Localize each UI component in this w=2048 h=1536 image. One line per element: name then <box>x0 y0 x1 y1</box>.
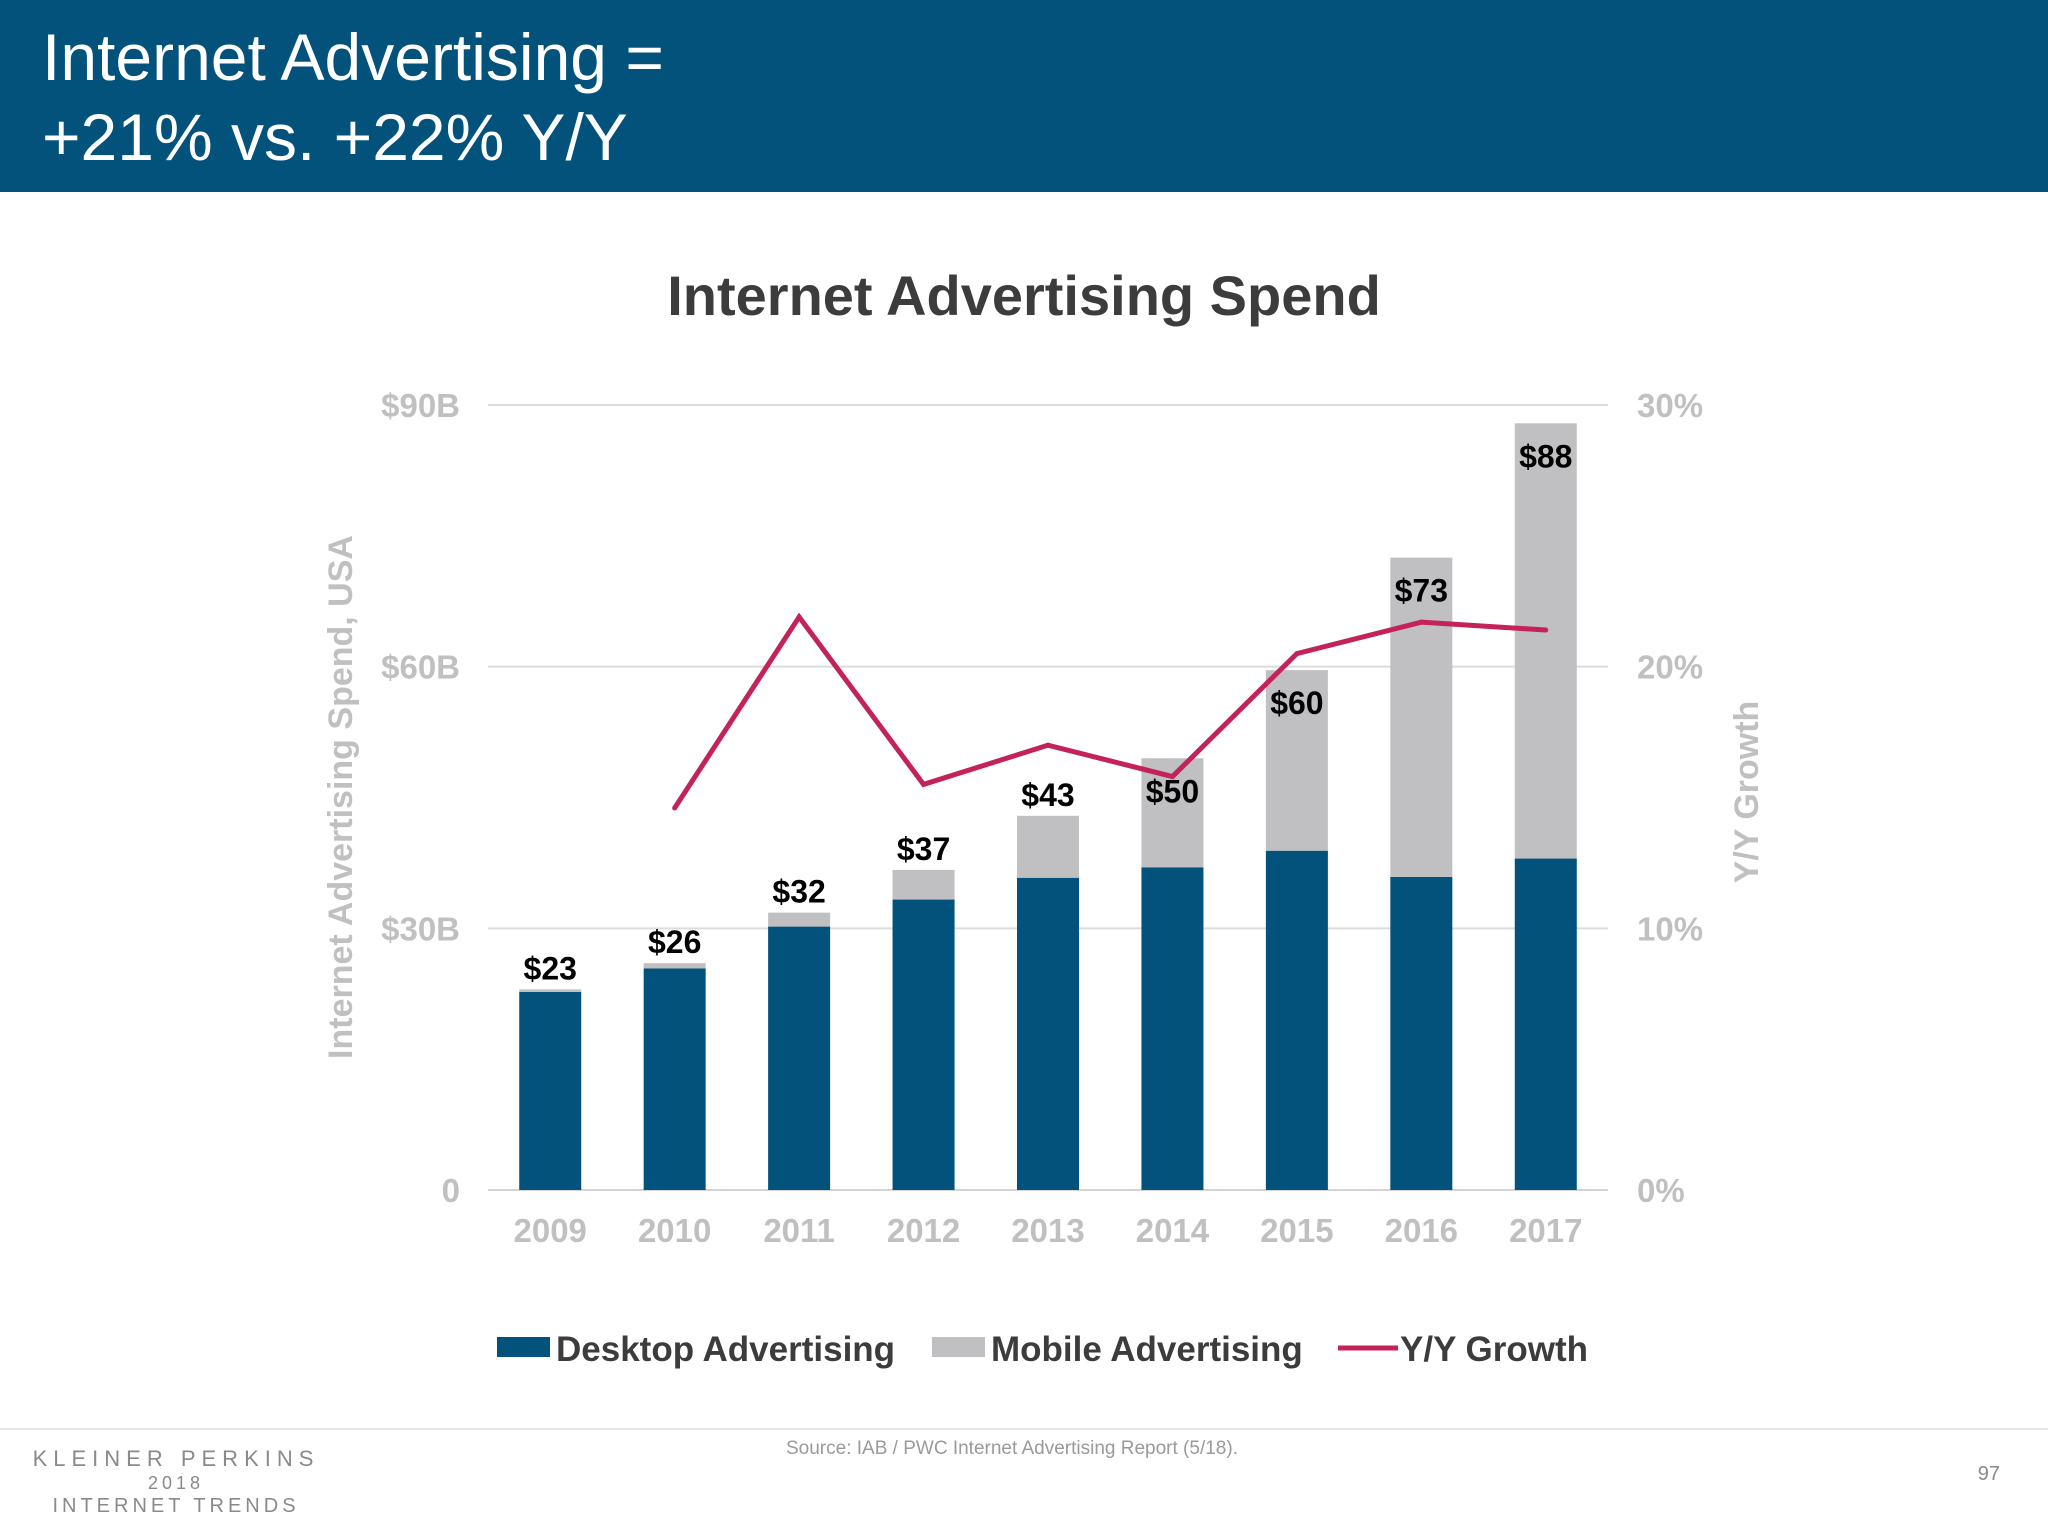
total-value-label: $73 <box>1395 573 1448 609</box>
mobile-bar <box>892 869 955 900</box>
y-right-axis-title: Y/Y Growth <box>1728 701 1766 884</box>
logo-line-2: 2018 <box>147 1473 205 1493</box>
x-tick-label: 2016 <box>1385 1212 1458 1249</box>
y-left-tick-label: $30B <box>381 910 460 947</box>
mobile-bar <box>643 963 706 969</box>
desktop-bar <box>1017 877 1079 1190</box>
mobile-bar <box>1265 670 1328 851</box>
footer-divider <box>0 1428 2048 1430</box>
y-right-tick-label: 0% <box>1637 1172 1685 1209</box>
x-tick-label: 2011 <box>763 1212 835 1249</box>
legend-label-growth: Y/Y Growth <box>1400 1330 1588 1369</box>
yy-growth-point <box>1543 627 1549 633</box>
legend-swatch-mobile <box>932 1337 985 1357</box>
desktop-bar <box>519 992 582 1190</box>
slide-title-line-1: Internet Advertising = <box>42 20 664 94</box>
legend-label-mobile: Mobile Advertising <box>991 1330 1303 1369</box>
y-right-tick-label: 10% <box>1637 910 1703 947</box>
yy-growth-point <box>921 781 927 787</box>
desktop-bar <box>1514 858 1577 1190</box>
x-tick-label: 2010 <box>638 1212 711 1249</box>
desktop-bar <box>1390 876 1453 1190</box>
yy-growth-point <box>1169 774 1175 780</box>
source-note: Source: IAB / PWC Internet Advertising R… <box>786 1438 1238 1459</box>
x-tick-label: 2012 <box>887 1212 960 1249</box>
x-tick-label: 2013 <box>1011 1212 1084 1249</box>
yy-growth-point <box>1418 619 1424 625</box>
y-left-tick-label: $90B <box>381 387 460 424</box>
logo-line-3: INTERNET TRENDS <box>52 1495 300 1517</box>
internet-advertising-chart: Internet Advertising Spend 0 $30B $60B $90B 0… <box>322 264 1766 1369</box>
chart-title: Internet Advertising Spend <box>667 264 1381 327</box>
y-left-tick-label: 0 <box>442 1172 460 1209</box>
desktop-bar <box>892 899 955 1190</box>
yy-growth-point <box>672 805 678 811</box>
x-tick-label: 2014 <box>1136 1212 1210 1249</box>
total-value-label: $23 <box>524 950 577 986</box>
yy-growth-line <box>672 612 1546 810</box>
total-value-label: $50 <box>1146 773 1199 809</box>
desktop-bar <box>768 926 831 1190</box>
yy-growth-point <box>1294 651 1300 657</box>
total-value-label: $88 <box>1519 438 1572 474</box>
desktop-bar <box>1141 867 1204 1190</box>
x-tick-label: 2017 <box>1509 1212 1582 1249</box>
title-banner: Internet Advertising = +21% vs. +22% Y/Y <box>0 0 2048 192</box>
y-left-axis-title: Internet Advertising Spend, USA <box>322 535 360 1059</box>
yy-growth-point <box>1045 742 1051 748</box>
logo-line-1: KLEINER PERKINS <box>32 1446 320 1471</box>
kleiner-perkins-logo: KLEINER PERKINS 2018 INTERNET TRENDS <box>26 1446 326 1518</box>
y-left-tick-label: $60B <box>381 649 460 686</box>
yy-growth-point <box>796 614 802 620</box>
mobile-bar <box>1514 423 1577 859</box>
mobile-bar <box>1390 557 1453 877</box>
desktop-bar <box>643 968 706 1190</box>
page-number: 97 <box>1977 1463 2000 1485</box>
x-tick-label: 2015 <box>1260 1212 1333 1249</box>
total-value-label: $26 <box>648 924 701 960</box>
mobile-bar <box>1017 815 1079 878</box>
total-value-label: $43 <box>1021 777 1074 813</box>
total-value-label: $37 <box>897 831 950 867</box>
desktop-bar <box>1265 850 1328 1190</box>
legend-label-desktop: Desktop Advertising <box>556 1330 895 1369</box>
y-right-tick-label: 20% <box>1637 649 1703 686</box>
y-right-tick-label: 30% <box>1637 387 1703 424</box>
total-value-label: $60 <box>1270 685 1323 721</box>
legend-swatch-desktop <box>497 1337 550 1357</box>
mobile-bar <box>519 989 582 993</box>
total-value-label: $32 <box>772 874 825 910</box>
x-tick-label: 2009 <box>514 1212 587 1249</box>
slide-title-line-2: +21% vs. +22% Y/Y <box>42 100 628 174</box>
mobile-bar <box>768 912 831 927</box>
